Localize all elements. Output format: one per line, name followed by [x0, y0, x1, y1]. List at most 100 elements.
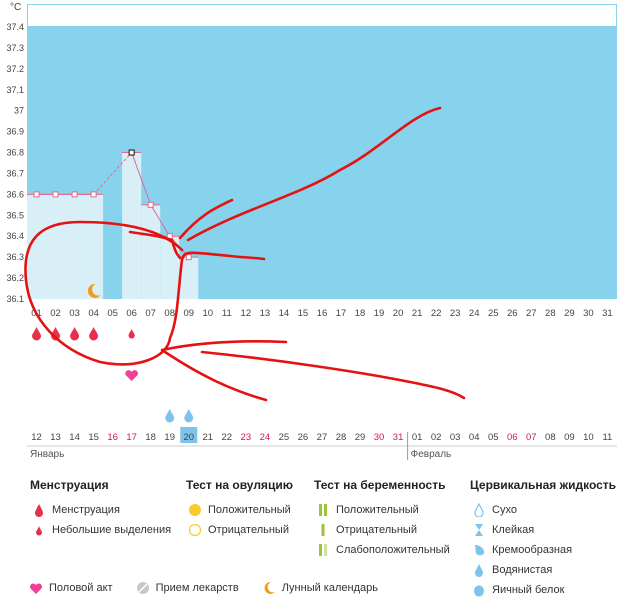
x-tick-top: 24 — [469, 308, 480, 319]
temperature-point — [33, 191, 40, 198]
legend-pregnancy-title: Тест на беременность — [314, 478, 446, 492]
x-tick-top: 26 — [507, 308, 518, 319]
x-tick-bottom: 05 — [488, 432, 499, 443]
legend-label: Лунный календарь — [281, 582, 378, 594]
x-tick-top: 14 — [279, 308, 290, 319]
x-tick-top: 29 — [564, 308, 575, 319]
legend-label: Положительный — [336, 504, 419, 516]
x-tick-top: 09 — [183, 308, 194, 319]
moon-icon — [87, 283, 101, 298]
water-drop-icon — [165, 409, 175, 423]
legend-pregnancy-negative: Отрицательный — [314, 520, 450, 540]
legend-lunar: Лунный календарь — [261, 580, 378, 596]
legend-cervical-dry: Сухо — [470, 500, 616, 520]
legend-label: Отрицательный — [336, 524, 417, 536]
y-tick-label: 36.8 — [6, 148, 24, 158]
temperature-line-segment — [150, 204, 171, 237]
x-tick-bottom: 17 — [126, 432, 137, 443]
temperature-point — [71, 191, 78, 198]
drop-icon — [30, 502, 48, 518]
legend-pregnancy-positive: Положительный — [314, 500, 450, 520]
x-tick-bottom: 06 — [507, 432, 518, 443]
temperature-bar — [65, 194, 85, 299]
x-tick-top: 17 — [336, 308, 347, 319]
x-tick-bottom: 24 — [260, 432, 271, 443]
x-tick-top: 21 — [412, 308, 423, 319]
x-tick-top: 30 — [583, 308, 594, 319]
y-axis-unit: °C — [10, 2, 21, 13]
temperature-point — [128, 149, 135, 156]
scribble-line-3 — [128, 230, 182, 260]
scribble-circle — [24, 220, 266, 366]
legend-cervical-watery: Водянистая — [470, 560, 616, 580]
legend-label: Клейкая — [492, 524, 535, 536]
legend-menstruation-title: Менструация — [30, 478, 109, 492]
selected-day-highlight — [180, 427, 198, 443]
y-tick-label: 37.1 — [6, 85, 24, 95]
legend-ovulation-negative: Отрицательный — [186, 520, 293, 540]
x-tick-top: 16 — [317, 308, 328, 319]
heart-icon — [28, 580, 44, 596]
legend-label: Кремообразная — [492, 544, 573, 556]
x-tick-bottom: 14 — [69, 432, 80, 443]
x-tick-top: 27 — [526, 308, 537, 319]
heart-icon — [125, 370, 139, 381]
legend-menstruation: Менструация Менструация Небольшие выделе… — [30, 478, 171, 540]
water-drop-icon — [184, 409, 194, 423]
x-tick-bottom: 11 — [602, 432, 612, 443]
y-tick-label: 36.7 — [6, 168, 24, 178]
x-tick-top: 31 — [602, 308, 613, 319]
legend-ovulation: Тест на овуляцию Положительный Отрицател… — [186, 478, 293, 540]
legend-pregnancy-weak: Слабоположительный — [314, 540, 450, 560]
single-bar-icon — [314, 522, 332, 538]
month-label: Январь — [30, 449, 64, 460]
x-tick-top: 25 — [488, 308, 499, 319]
x-tick-bottom: 28 — [336, 432, 347, 443]
x-tick-bottom: 19 — [164, 432, 175, 443]
egg-white-icon — [470, 582, 488, 598]
x-tick-top: 23 — [450, 308, 461, 319]
legend-label: Яичный белок — [492, 584, 565, 596]
plot-area — [27, 27, 617, 299]
x-tick-bottom: 27 — [317, 432, 328, 443]
outline-drop-icon — [470, 502, 488, 518]
y-tick-label: 36.9 — [6, 127, 24, 137]
y-tick-label: 36.5 — [6, 210, 24, 220]
scribble-line-1 — [186, 106, 442, 242]
legend-label: Половой акт — [49, 582, 113, 594]
legend-label: Менструация — [52, 504, 120, 516]
legend-medication: Прием лекарств — [135, 580, 239, 596]
y-tick-label: 36.3 — [6, 252, 24, 262]
y-tick-label: 37.4 — [6, 22, 24, 32]
x-tick-top: 06 — [126, 308, 137, 319]
legend-menstruation-item: Менструация — [30, 500, 171, 520]
temperature-bar — [84, 194, 104, 299]
temperature-line-segment — [131, 152, 152, 206]
x-tick-bottom: 30 — [374, 432, 385, 443]
moon-icon — [261, 580, 277, 596]
temperature-bar — [141, 204, 161, 299]
x-tick-bottom: 07 — [526, 432, 537, 443]
menstruation-drop-icon — [32, 327, 42, 341]
legend-label: Прием лекарств — [155, 582, 239, 594]
temperature-point — [185, 254, 192, 261]
x-tick-bottom: 04 — [469, 432, 480, 443]
faint-bar-icon — [314, 542, 332, 558]
x-tick-top: 02 — [50, 308, 61, 319]
temperature-bar — [160, 236, 180, 299]
legend-label: Небольшие выделения — [52, 524, 172, 536]
bottom-legend: Половой акт Прием лекарств Лунный календ… — [28, 580, 400, 596]
x-tick-top: 05 — [107, 308, 118, 319]
x-tick-bottom: 18 — [145, 432, 156, 443]
x-tick-top: 18 — [355, 308, 366, 319]
x-tick-bottom: 09 — [564, 432, 575, 443]
x-tick-top: 28 — [545, 308, 556, 319]
y-tick-label: 36.6 — [6, 189, 24, 199]
month-label: Февраль — [411, 449, 452, 460]
x-tick-bottom: 01 — [412, 432, 423, 443]
scribble-line-6 — [200, 350, 466, 400]
legend-ovulation-title: Тест на овуляцию — [186, 478, 293, 492]
x-tick-bottom: 31 — [393, 432, 404, 443]
y-tick-label: 37.3 — [6, 43, 24, 53]
scribble-line-2 — [178, 198, 234, 240]
